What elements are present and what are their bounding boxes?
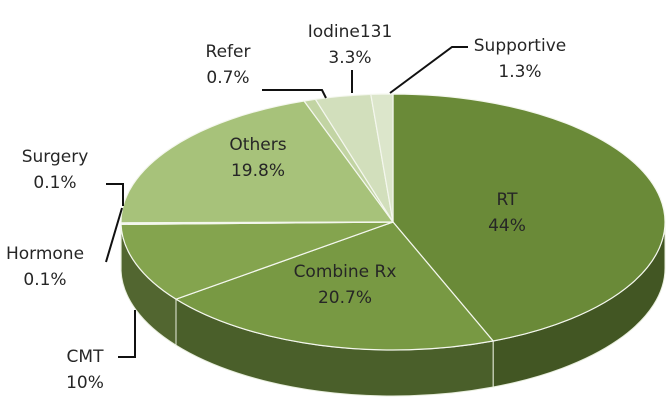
slice-value-label: 3.3%	[328, 48, 371, 68]
leader-line	[389, 46, 468, 94]
leader-line	[262, 89, 327, 99]
slice-value-label: 0.1%	[23, 270, 66, 290]
slice-label: Refer	[206, 42, 251, 62]
leader-line	[105, 207, 123, 263]
slice-label: Combine Rx	[294, 262, 397, 282]
slice-value-label: 1.3%	[498, 62, 541, 82]
slice-value-label: 19.8%	[231, 161, 285, 181]
leader-line	[106, 183, 124, 206]
slice-value-label: 20.7%	[318, 288, 372, 308]
slice	[174, 221, 495, 351]
slice-value-label: 0.7%	[206, 68, 249, 88]
slice-value-label: 0.1%	[33, 173, 76, 193]
slice	[392, 93, 666, 342]
slice-label: Supportive	[474, 36, 566, 56]
slice-label: Surgery	[22, 147, 89, 167]
slice-value-label: 44%	[488, 216, 526, 236]
leader-line	[118, 310, 136, 358]
slice-label: CMT	[67, 347, 105, 367]
slice-label: Others	[229, 135, 286, 155]
slice-value-label: 10%	[66, 373, 104, 393]
slice	[120, 221, 394, 300]
slice	[370, 93, 394, 223]
slice-label: RT	[497, 190, 519, 210]
slice-label: Hormone	[6, 244, 84, 264]
slice-label: Iodine131	[308, 22, 393, 42]
